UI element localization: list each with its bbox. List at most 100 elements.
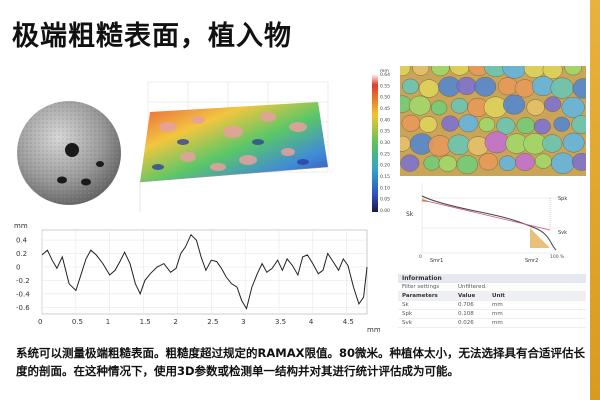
grain-cell: [408, 95, 431, 116]
abbott-x100-label: 100 %: [550, 254, 565, 260]
abbott-smr1-label: Smr1: [430, 258, 443, 264]
profile-frame: [41, 229, 368, 315]
profile-x-tick-label: 0.5: [72, 318, 83, 326]
profile-x-axis-label: mm: [367, 326, 380, 334]
filter-row: Filter settings Unfiltered.: [398, 283, 586, 292]
profile-x-tick-label: 3.5: [275, 318, 286, 326]
abbott-firestone-curve: Sk Spk Svk Smr1 Smr2 0 100 %: [406, 183, 567, 264]
colorbar-tick-label: 0.10: [380, 185, 390, 191]
grain-cell: [571, 115, 586, 134]
grain-cell: [542, 66, 563, 79]
grain-cell: [526, 99, 545, 116]
profile-x-tick-label: 4: [309, 318, 314, 326]
grain-cell: [571, 153, 586, 171]
grain-cell: [550, 152, 575, 174]
colorbar-tick-label: 0.55: [380, 83, 390, 89]
grain-cell: [474, 76, 497, 97]
colorbar-tick-label: 0.50: [380, 95, 390, 101]
colorbar-tick-label: 0.00: [380, 208, 390, 214]
colorbar-tick-label: 0.20: [380, 163, 390, 169]
grain-cell: [423, 155, 441, 171]
implant-photo: [17, 101, 121, 205]
grain-cell: [544, 96, 562, 112]
profile-x-tick-label: 1.5: [140, 318, 151, 326]
grain-cell: [412, 66, 430, 76]
param-header-row: Parameters Value Unit: [398, 292, 586, 301]
colorbar-tick-label: 0.15: [380, 174, 390, 180]
profile-x-tick-label: 0: [38, 318, 42, 326]
surface-3d-view: [139, 81, 329, 212]
grain-cell: [401, 114, 421, 132]
col-parameters: Parameters: [402, 293, 438, 299]
grain-cell: [430, 100, 448, 116]
grain-segmentation-map: [400, 66, 586, 176]
grain-cell: [450, 97, 468, 114]
profile-x-tick-label: 2.5: [207, 318, 218, 326]
profile-y-tick-label: 0: [16, 263, 20, 271]
filter-label: Filter settings: [402, 284, 440, 290]
orange-edge-bar: [590, 0, 600, 400]
height-colorbar: mm0.64 0.55 0.50 0.45 0.40 0.35 0.30 0.25 0.20 0.…: [372, 69, 390, 214]
profile-x-tick-label: 1: [106, 318, 110, 326]
colorbar-tick-label: 0.45: [380, 106, 390, 112]
profile-x-tick-label: 4.5: [343, 318, 354, 326]
profile-y-tick-label: 0.4: [16, 237, 28, 245]
colorbar-tick-label: 0.05: [380, 197, 390, 203]
profile-x-tick-label: 2: [173, 318, 177, 326]
grain-cell: [496, 117, 516, 135]
grain-cell: [458, 114, 479, 133]
profile-x-tick-label: 3: [241, 318, 245, 326]
grain-cell: [478, 153, 498, 171]
grain-cell: [456, 76, 477, 95]
roughness-profile-chart: 0 0.5 1 1.5 2 2.5 3 3.5 4 4.50.40.20-0.2-0.4-0.6 …: [14, 222, 380, 334]
colorbar-tick-label: 0.30: [380, 140, 390, 146]
grain-cell: [478, 117, 496, 133]
abbott-svk-label: Svk: [558, 230, 567, 236]
profile-y-tick-label: 0.2: [16, 250, 27, 258]
param-value: 0.026: [458, 320, 474, 326]
grain-cell: [572, 78, 586, 99]
grain-cell: [484, 131, 509, 154]
grain-cell: [562, 132, 585, 153]
grain-cell: [515, 153, 535, 171]
param-unit: mm: [492, 320, 503, 326]
colorbar-tick-label: 0.25: [380, 151, 390, 157]
colorbar-tick-label: mm: [380, 69, 389, 74]
parameter-table: Information Filter settings Unfiltered. …: [398, 274, 586, 328]
profile-y-tick-label: -0.2: [16, 277, 30, 285]
grain-cell: [553, 116, 571, 132]
grain-cell: [534, 153, 552, 169]
grain-cell: [533, 118, 551, 135]
table-row: Sk 0.706 mm: [398, 301, 586, 310]
table-row: Svk 0.026 mm: [398, 319, 586, 328]
abbott-spk-label: Spk: [558, 196, 567, 202]
grain-cell: [550, 77, 574, 99]
abbott-x0-label: 0: [419, 254, 422, 260]
grain-cell: [419, 116, 438, 133]
param-value: 0.108: [458, 311, 474, 317]
grain-cell: [438, 155, 457, 172]
grain-cell: [564, 66, 583, 76]
grain-cell: [447, 134, 471, 156]
abbott-sk-label: Sk: [406, 211, 414, 218]
param-unit: mm: [492, 302, 503, 308]
grain-cell: [400, 66, 411, 77]
profile-series-line: [41, 233, 368, 310]
grain-cell: [514, 79, 535, 98]
grain-cell: [441, 115, 460, 132]
grain-cell: [542, 134, 563, 153]
table-header: Information: [398, 274, 586, 283]
param-name: Sk: [402, 302, 409, 308]
grain-cell: [498, 155, 517, 172]
filter-value: Unfiltered.: [458, 284, 487, 290]
grain-cell: [516, 117, 536, 134]
param-value: 0.706: [458, 302, 474, 308]
profile-y-tick-label: -0.6: [16, 304, 30, 312]
grain-cell: [503, 94, 526, 115]
colorbar-tick-label: 0.40: [380, 117, 390, 123]
param-name: Svk: [402, 320, 412, 326]
param-unit: mm: [492, 311, 503, 317]
grain-cell: [400, 154, 420, 172]
grain-cell: [456, 155, 478, 175]
param-name: Spk: [402, 311, 413, 317]
